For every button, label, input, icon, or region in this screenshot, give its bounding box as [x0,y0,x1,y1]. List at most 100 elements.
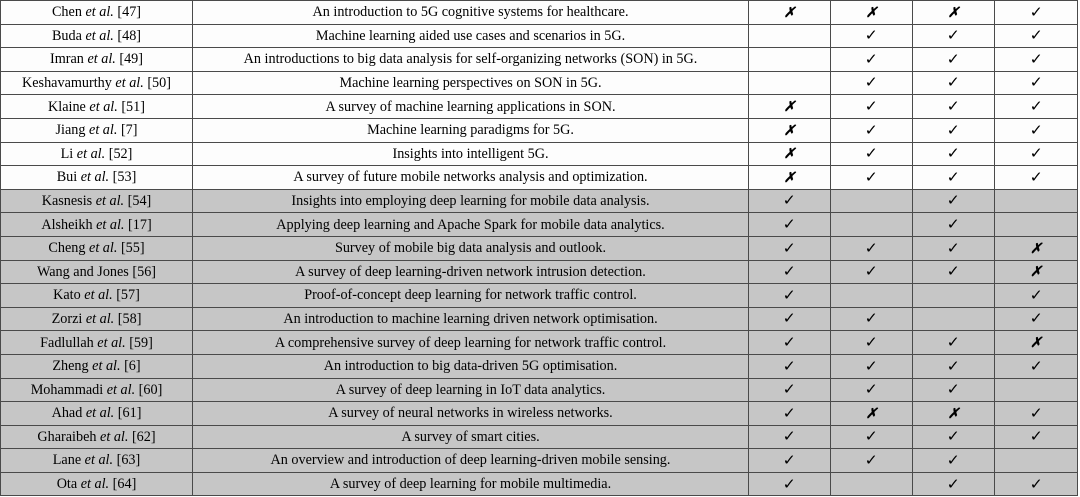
check-icon: ✓ [1029,356,1043,375]
mark-cell: ✓ [830,117,913,143]
et-al-label: et al. [92,358,121,375]
citation-number: [6] [124,358,141,375]
mark-cell [912,306,995,332]
et-al-label: et al. [87,51,116,68]
reference-cell: Cheng et al. [55] [0,235,193,261]
empty-mark [1036,204,1037,205]
mark-cell: ✓ [912,259,995,285]
cross-icon: ✗ [783,121,796,138]
mark-cell: ✓ [912,448,995,473]
check-icon: ✓ [1029,144,1043,163]
reference-cell: Mohammadi et al. [60] [0,377,193,403]
check-icon: ✓ [864,26,879,45]
check-icon: ✓ [864,144,879,163]
empty-mark [871,204,872,205]
mark-cell: ✗ [912,401,995,426]
mark-cell: ✓ [830,377,913,403]
check-icon: ✓ [864,167,879,186]
mark-cell: ✓ [748,448,831,473]
reference-cell: Ota et al. [64] [0,471,193,497]
description-cell: A survey of machine learning application… [192,94,749,119]
et-al-label: et al. [97,334,126,351]
empty-mark [789,39,790,40]
mark-cell [994,448,1078,473]
author-name: Klaine [48,98,86,115]
empty-mark [953,298,954,299]
mark-cell: ✓ [830,306,913,332]
author-name: Li [60,145,74,162]
table-row: Jiang et al. [7] Machine learning paradig… [0,117,1078,143]
author-name: Mohammadi [30,381,104,398]
check-icon: ✓ [864,427,879,446]
check-icon: ✓ [946,474,961,493]
empty-mark [871,487,872,488]
description-cell: An introduction to machine learning driv… [192,306,749,332]
table-row: Fadlullah et al. [59] A comprehensive sur… [0,330,1078,355]
citation-number: [57] [116,287,140,304]
et-al-label: et al. [85,310,115,327]
check-icon: ✓ [946,427,961,446]
table-row: Kasnesis et al. [54] Insights into employ… [0,188,1078,214]
table-row: Kato et al. [57] Proof-of-concept deep le… [0,283,1078,308]
reference-cell: Kato et al. [57] [0,283,193,308]
citation-number: [58] [117,310,142,327]
check-icon: ✓ [1029,285,1043,304]
author-name: Lane [52,452,82,469]
mark-cell: ✓ [912,424,995,450]
et-al-label: et al. [84,287,113,304]
mark-cell: ✓ [830,448,913,473]
author-name: Kasnesis [41,192,93,209]
description-cell: A survey of neural networks in wireless … [192,401,749,426]
mark-cell: ✓ [912,330,995,355]
check-icon: ✓ [782,262,797,281]
description-cell: Insights into intelligent 5G. [192,141,749,167]
mark-cell: ✗ [994,259,1078,285]
table-row: Alsheikh et al. [17] Applying deep learni… [0,212,1078,237]
citation-number: [64] [112,476,137,493]
mark-cell: ✓ [912,188,995,214]
mark-cell: ✓ [994,353,1078,379]
mark-cell [830,471,913,497]
check-icon: ✓ [782,356,797,375]
table-row: Gharaibeh et al. [62] A survey of smart c… [0,424,1078,450]
mark-cell: ✓ [912,377,995,403]
check-icon: ✓ [946,450,961,469]
check-icon: ✓ [782,427,797,446]
check-icon: ✓ [782,474,797,493]
table-row: Wang and Jones [56] A survey of deep lear… [0,259,1078,285]
mark-cell: ✓ [994,70,1078,96]
cross-icon: ✗ [1030,239,1042,256]
mark-cell [830,188,913,214]
check-icon: ✓ [782,380,797,399]
description-cell: Proof-of-concept deep learning for netwo… [192,283,749,308]
mark-cell: ✓ [912,212,995,237]
reference-cell: Klaine et al. [51] [0,94,193,119]
table-row: Ahad et al. [61] A survey of neural netwo… [0,401,1078,426]
check-icon: ✓ [1029,26,1043,45]
check-icon: ✓ [782,191,797,210]
citation-number: [56] [132,263,157,280]
author-name: Jiang [55,122,86,139]
et-al-label: et al. [89,122,118,139]
mark-cell: ✓ [994,424,1078,450]
author-name: Ahad [51,405,83,422]
mark-cell [748,70,831,96]
mark-cell: ✓ [912,165,995,190]
cross-icon: ✗ [947,404,960,421]
mark-cell: ✓ [830,47,913,72]
mark-cell: ✓ [830,165,913,190]
author-name: Alsheikh [41,216,93,233]
description-cell: A survey of deep learning for mobile mul… [192,471,749,497]
table-row: Chen et al. [47] An introduction to 5G co… [0,0,1078,25]
description-cell: Insights into employing deep learning fo… [192,188,749,214]
et-al-label: et al. [89,98,118,115]
et-al-label: et al. [115,74,144,91]
check-icon: ✓ [864,97,879,116]
mark-cell: ✓ [830,141,913,167]
et-al-label: et al. [84,452,114,469]
check-icon: ✓ [946,356,961,375]
mark-cell: ✓ [994,117,1078,143]
mark-cell: ✓ [912,471,995,497]
reference-cell: Imran et al. [49] [0,47,193,72]
mark-cell: ✓ [994,0,1078,25]
